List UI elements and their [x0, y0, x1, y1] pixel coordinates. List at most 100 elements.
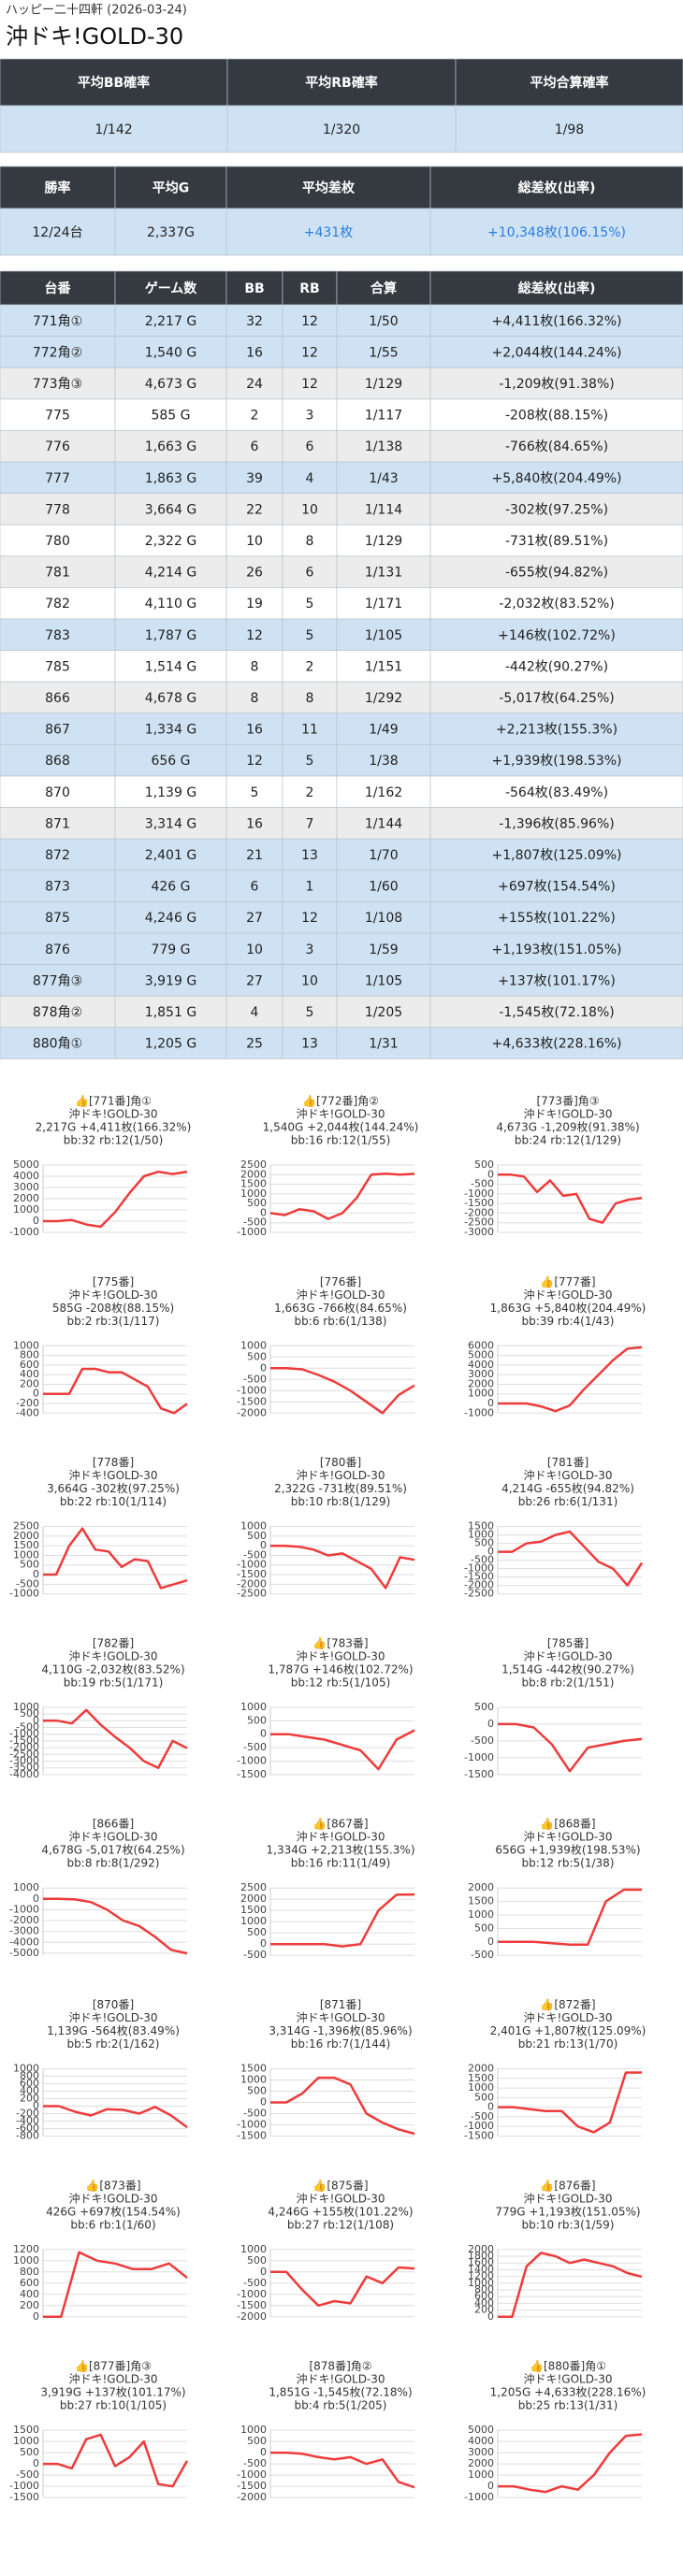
- cell-text: 1/129: [365, 534, 402, 549]
- y-tick-label: 1500: [13, 2424, 39, 2436]
- column-header: 総差枚(出率): [518, 281, 596, 296]
- chart-stats: 1,851G -1,545枚(72.18%): [269, 2385, 412, 2399]
- y-tick-label: 0: [487, 1936, 494, 1948]
- cell-text: 780: [45, 534, 70, 549]
- data-line: [270, 1367, 415, 1415]
- data-line: [43, 1708, 188, 1769]
- y-tick-label: 4000: [468, 1359, 494, 1371]
- header-cell: [0, 165, 116, 209]
- table-cell: [429, 430, 683, 463]
- cell-text: 16: [246, 345, 263, 360]
- cell-text: 1/31: [369, 1037, 398, 1052]
- table-cell: [0, 901, 116, 934]
- y-tick-label: 3000: [468, 2446, 494, 2458]
- chart-title: [773番]角③: [536, 1095, 599, 1108]
- chart-detail: bb:10 rb:3(1/59): [522, 2218, 615, 2231]
- table-cell: [429, 398, 683, 431]
- data-line: [270, 1892, 415, 1948]
- cell-text: 6: [251, 880, 259, 895]
- chart-stats: 1,540G +2,044枚(144.24%): [263, 1120, 419, 1134]
- y-tick-label: 400: [20, 2085, 39, 2097]
- table-cell: [0, 430, 116, 463]
- cell-text: +1,193枚(151.05%): [491, 943, 621, 957]
- table-cell: [429, 618, 683, 651]
- y-tick-label: -3500: [9, 1762, 39, 1774]
- cell-text: 1/105: [365, 973, 402, 988]
- y-tick-label: -1000: [237, 2288, 267, 2300]
- table-cell: [225, 870, 283, 902]
- cell-text: 1/55: [369, 345, 398, 360]
- chart-subtitle: 沖ドキ!GOLD-30: [523, 1469, 612, 1482]
- cell-text: +431枚: [304, 225, 353, 240]
- y-tick-label: -1000: [237, 1384, 267, 1396]
- table-cell: [429, 681, 683, 714]
- y-tick-label: -1500: [9, 2491, 39, 2503]
- cell-text: 1: [306, 880, 314, 895]
- y-tick-label: 400: [20, 2288, 39, 2300]
- data-line: [270, 2266, 415, 2308]
- table-cell: [0, 587, 116, 620]
- chart-detail: bb:8 rb:2(1/151): [522, 1676, 615, 1689]
- chart-title: [871番]: [320, 1998, 361, 2011]
- chart-stats: 4,110G -2,032枚(83.52%): [41, 1662, 184, 1676]
- y-tick-label: -1000: [237, 2119, 267, 2131]
- y-tick-label: 5000: [468, 2424, 494, 2436]
- y-tick-label: 2500: [240, 1158, 267, 1171]
- data-line: [270, 2076, 415, 2136]
- y-tick-label: 1000: [240, 1339, 267, 1351]
- table-cell: [429, 964, 683, 997]
- cell-text: 2,337G: [147, 225, 195, 240]
- column-header: ゲーム数: [145, 281, 198, 296]
- table-cell: [429, 493, 683, 525]
- data-line: [43, 1367, 188, 1415]
- y-tick-label: 800: [474, 2283, 494, 2295]
- y-tick-label: 1000: [468, 2081, 494, 2094]
- chart-subtitle: 沖ドキ!GOLD-30: [523, 2011, 612, 2024]
- chart-subtitle: 沖ドキ!GOLD-30: [68, 2192, 157, 2205]
- chart-subtitle: 沖ドキ!GOLD-30: [68, 1288, 157, 1302]
- y-tick-label: -1500: [464, 1571, 494, 1583]
- y-tick-label: -2000: [464, 1579, 494, 1591]
- y-tick-label: 1000: [240, 1701, 267, 1713]
- data-line: [43, 1170, 188, 1229]
- table-cell: [336, 524, 431, 557]
- table-cell: [114, 208, 227, 256]
- y-tick-label: -1000: [9, 1226, 39, 1238]
- y-tick-label: 500: [474, 1701, 494, 1713]
- cell-text: 25: [246, 1037, 263, 1052]
- y-tick-label: 0: [487, 2310, 494, 2323]
- y-tick-label: 500: [474, 1537, 494, 1549]
- y-tick-label: 0: [260, 1728, 267, 1740]
- cell-text: -442枚(90.27%): [505, 659, 608, 674]
- cell-text: 4: [306, 471, 314, 486]
- table-cell: [429, 932, 683, 965]
- chart-detail: bb:6 rb:6(1/138): [295, 1315, 387, 1328]
- y-tick-label: 1000: [13, 1203, 39, 1216]
- header-cell: [429, 165, 683, 209]
- data-line: [43, 2251, 188, 2319]
- table-cell: [336, 681, 431, 714]
- cell-text: 7: [306, 816, 314, 831]
- y-tick-label: -200: [16, 2108, 39, 2120]
- y-tick-label: -500: [243, 1548, 267, 1561]
- cell-text: 778: [45, 502, 70, 517]
- table-cell: [114, 336, 227, 368]
- cell-text: 1,139 G: [145, 785, 196, 800]
- chart-title: [870番]: [93, 1998, 134, 2011]
- chart-title: [775番]: [93, 1275, 134, 1288]
- cell-text: 785: [45, 659, 70, 674]
- chart-title: 👍[875番]: [312, 2179, 368, 2192]
- cell-text: 1/142: [94, 122, 132, 137]
- cell-text: 867: [45, 723, 70, 738]
- y-tick-label: 1000: [240, 1187, 267, 1200]
- y-tick-label: 4000: [13, 1170, 39, 1182]
- table-cell: [429, 995, 683, 1029]
- table-cell: [0, 105, 228, 153]
- cell-text: +146枚(102.72%): [498, 628, 616, 643]
- y-tick-label: 0: [487, 2480, 494, 2492]
- y-tick-label: 0: [487, 1718, 494, 1730]
- chart-stats: 4,246G +155枚(101.22%): [268, 2204, 413, 2218]
- y-tick-label: 0: [33, 2310, 39, 2323]
- cell-text: 5: [251, 785, 259, 800]
- chart-subtitle: 沖ドキ!GOLD-30: [296, 1831, 385, 1844]
